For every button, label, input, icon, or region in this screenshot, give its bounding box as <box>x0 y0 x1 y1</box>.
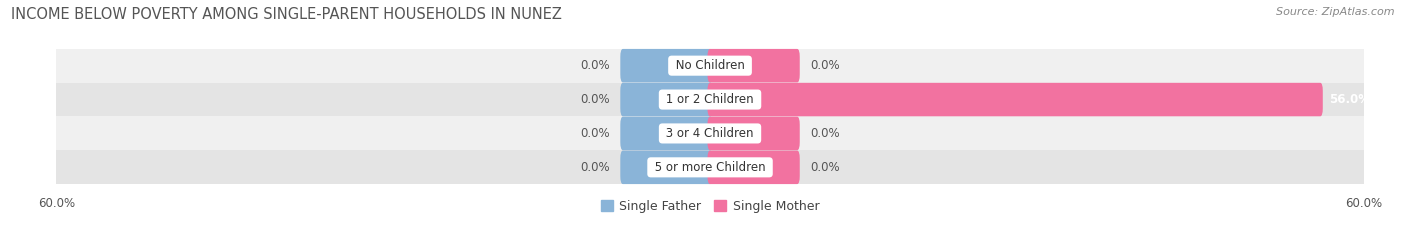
FancyBboxPatch shape <box>620 83 713 116</box>
FancyBboxPatch shape <box>707 83 1323 116</box>
Text: No Children: No Children <box>672 59 748 72</box>
Bar <box>56 49 1364 83</box>
Text: 0.0%: 0.0% <box>581 59 610 72</box>
FancyBboxPatch shape <box>707 117 800 150</box>
Text: 0.0%: 0.0% <box>810 59 839 72</box>
Text: 5 or more Children: 5 or more Children <box>651 161 769 174</box>
FancyBboxPatch shape <box>620 151 713 184</box>
FancyBboxPatch shape <box>620 49 713 82</box>
Legend: Single Father, Single Mother: Single Father, Single Mother <box>596 195 824 218</box>
FancyBboxPatch shape <box>707 151 800 184</box>
Text: Source: ZipAtlas.com: Source: ZipAtlas.com <box>1277 7 1395 17</box>
Text: 0.0%: 0.0% <box>810 161 839 174</box>
Bar <box>56 150 1364 184</box>
FancyBboxPatch shape <box>620 117 713 150</box>
Text: 0.0%: 0.0% <box>581 127 610 140</box>
Text: INCOME BELOW POVERTY AMONG SINGLE-PARENT HOUSEHOLDS IN NUNEZ: INCOME BELOW POVERTY AMONG SINGLE-PARENT… <box>11 7 562 22</box>
Text: 56.0%: 56.0% <box>1329 93 1369 106</box>
Text: 0.0%: 0.0% <box>581 161 610 174</box>
Text: 3 or 4 Children: 3 or 4 Children <box>662 127 758 140</box>
Text: 1 or 2 Children: 1 or 2 Children <box>662 93 758 106</box>
Text: 0.0%: 0.0% <box>581 93 610 106</box>
Bar <box>56 116 1364 150</box>
Bar <box>56 83 1364 116</box>
Text: 0.0%: 0.0% <box>810 127 839 140</box>
FancyBboxPatch shape <box>707 49 800 82</box>
